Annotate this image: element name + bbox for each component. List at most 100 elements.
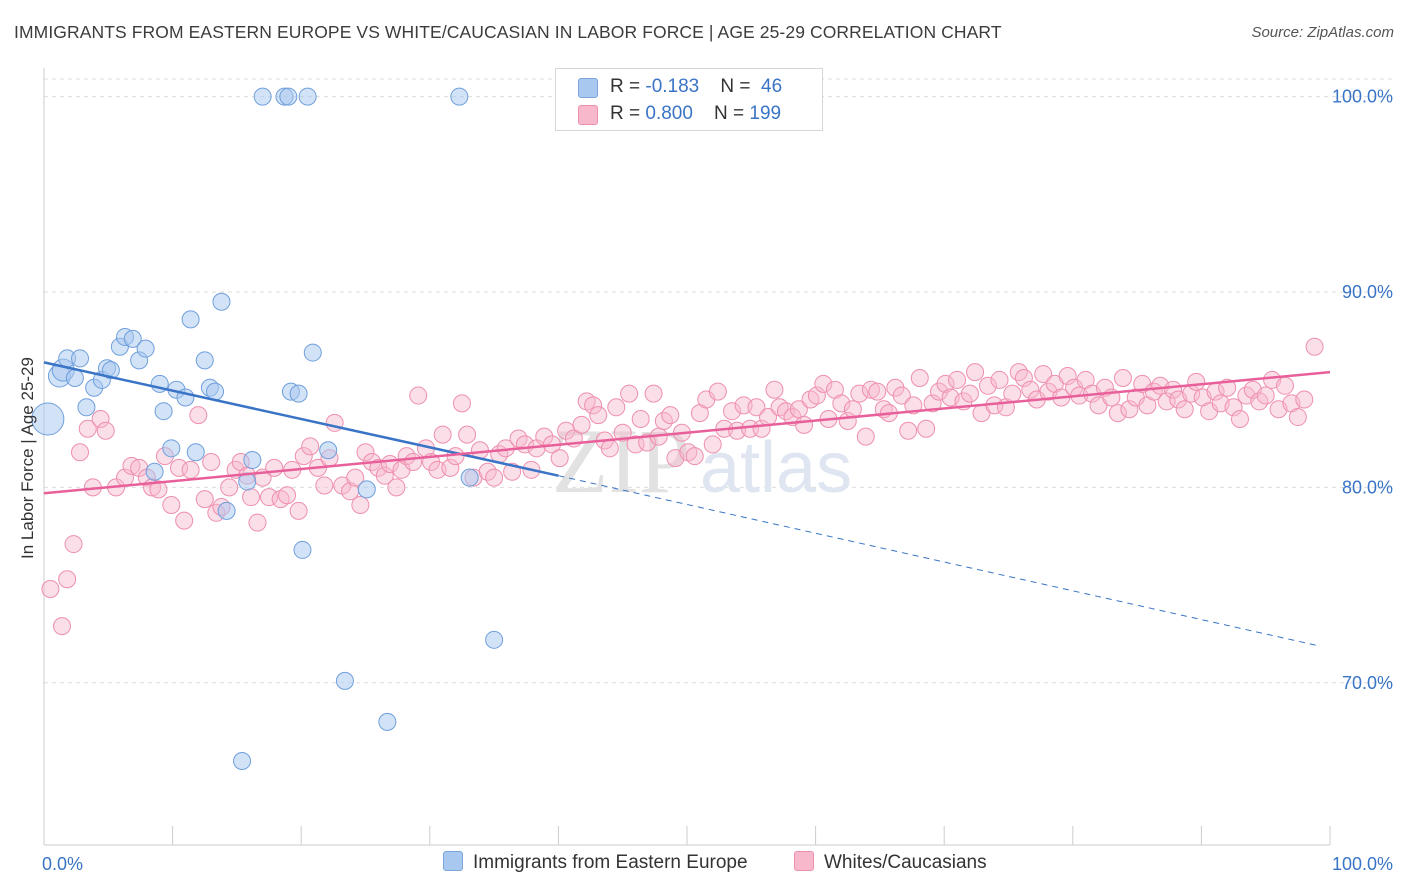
whites-point <box>122 456 141 475</box>
immigrants-point <box>298 87 317 106</box>
legend-label-whites: Whites/Caucasians <box>824 852 987 873</box>
whites-point <box>904 396 923 415</box>
whites-point <box>181 460 200 479</box>
whites-point <box>620 384 639 403</box>
stats-text-immigrants: R = -0.183 N = 46 <box>610 76 783 97</box>
whites-point <box>195 490 214 509</box>
whites-point <box>1187 372 1206 391</box>
whites-point <box>723 402 742 421</box>
y-tick-label: 90.0% <box>1342 282 1393 302</box>
whites-point <box>1224 398 1243 417</box>
whites-point <box>589 406 608 425</box>
whites-point <box>356 443 375 462</box>
axes <box>43 68 1331 846</box>
whites-point <box>899 421 918 440</box>
swatch-whites <box>578 105 598 125</box>
whites-point <box>1021 380 1040 399</box>
whites-point <box>814 374 833 393</box>
immigrants-point <box>181 310 200 329</box>
whites-point <box>572 415 591 434</box>
whites-point <box>409 386 428 405</box>
immigrants-point <box>293 540 312 559</box>
immigrants-point <box>450 87 469 106</box>
swatch-immigrants <box>578 78 598 98</box>
immigrants-point <box>217 501 236 520</box>
whites-point <box>978 376 997 395</box>
whites-point <box>452 394 471 413</box>
whites-point <box>441 458 460 477</box>
whites-point <box>260 488 279 507</box>
whites-point <box>242 488 261 507</box>
tick-labels: 70.0% 80.0% 90.0% 100.0% 0.0% 100.0% <box>42 87 1393 874</box>
immigrants-point <box>357 480 376 499</box>
whites-point <box>644 384 663 403</box>
whites-point <box>1275 376 1294 395</box>
stats-text-whites: R = 0.800 N = 199 <box>610 103 782 124</box>
immigrants-point <box>243 451 262 470</box>
legend-label-immigrants: Immigrants from Eastern Europe <box>473 852 748 873</box>
whites-point <box>162 495 181 514</box>
whites-point <box>747 398 766 417</box>
whites-point <box>248 513 267 532</box>
immigrants-point <box>212 292 231 311</box>
legend-item-whites: Whites/Caucasians <box>794 851 987 877</box>
chart-title: IMMIGRANTS FROM EASTERN EUROPE VS WHITE/… <box>14 22 1002 42</box>
whites-point <box>220 478 239 497</box>
whites-point <box>1288 408 1307 427</box>
legend-swatch-whites <box>794 851 814 871</box>
whites-point <box>1058 367 1077 386</box>
whites-point <box>41 580 60 599</box>
immigrants-point <box>71 349 90 368</box>
immigrants-point <box>460 468 479 487</box>
immigrants-point <box>186 443 205 462</box>
immigrants-point <box>145 462 164 481</box>
whites-point <box>765 380 784 399</box>
y-tick-label: 80.0% <box>1342 477 1393 497</box>
immigrants-point <box>303 343 322 362</box>
whites-point <box>685 447 704 466</box>
whites-point <box>661 406 680 425</box>
immigrants-point <box>77 398 96 417</box>
whites-point <box>703 435 722 454</box>
source-label: Source: ZipAtlas.com <box>1251 24 1394 41</box>
immigrants-trend-dashed <box>558 475 1319 647</box>
whites-point <box>1113 368 1132 387</box>
whites-point <box>1295 390 1314 409</box>
whites-trend-line <box>43 370 1331 495</box>
whites-point <box>631 410 650 429</box>
trend-lines <box>43 361 1331 647</box>
whites-point <box>910 368 929 387</box>
whites-point <box>64 535 83 554</box>
whites-point <box>960 384 979 403</box>
whites-point <box>550 449 569 468</box>
whites-point <box>843 400 862 419</box>
whites-point <box>966 363 985 382</box>
y-tick-label: 100.0% <box>1332 87 1393 107</box>
whites-point <box>189 406 208 425</box>
immigrants-point <box>485 630 504 649</box>
whites-point <box>1108 404 1127 423</box>
whites-point <box>170 458 189 477</box>
whites-point <box>807 386 826 405</box>
immigrants-point <box>233 751 252 770</box>
whites-point <box>1305 337 1324 356</box>
y-tick-label: 70.0% <box>1342 673 1393 693</box>
whites-point <box>265 458 284 477</box>
whites-point <box>78 419 97 438</box>
whites-point <box>923 394 942 413</box>
whites-point <box>404 453 423 471</box>
immigrants-point <box>378 712 397 731</box>
whites-point <box>917 419 936 438</box>
whites-point <box>892 386 911 405</box>
whites-point <box>600 439 619 458</box>
whites-point <box>1120 400 1139 419</box>
whites-point <box>868 382 887 401</box>
whites-point <box>1034 365 1053 384</box>
y-axis-label: In Labor Force | Age 25-29 <box>18 357 37 559</box>
whites-point <box>850 384 869 403</box>
whites-point <box>607 398 626 417</box>
whites-point <box>58 570 77 589</box>
whites-point <box>948 370 967 389</box>
whites-point <box>1218 378 1237 397</box>
